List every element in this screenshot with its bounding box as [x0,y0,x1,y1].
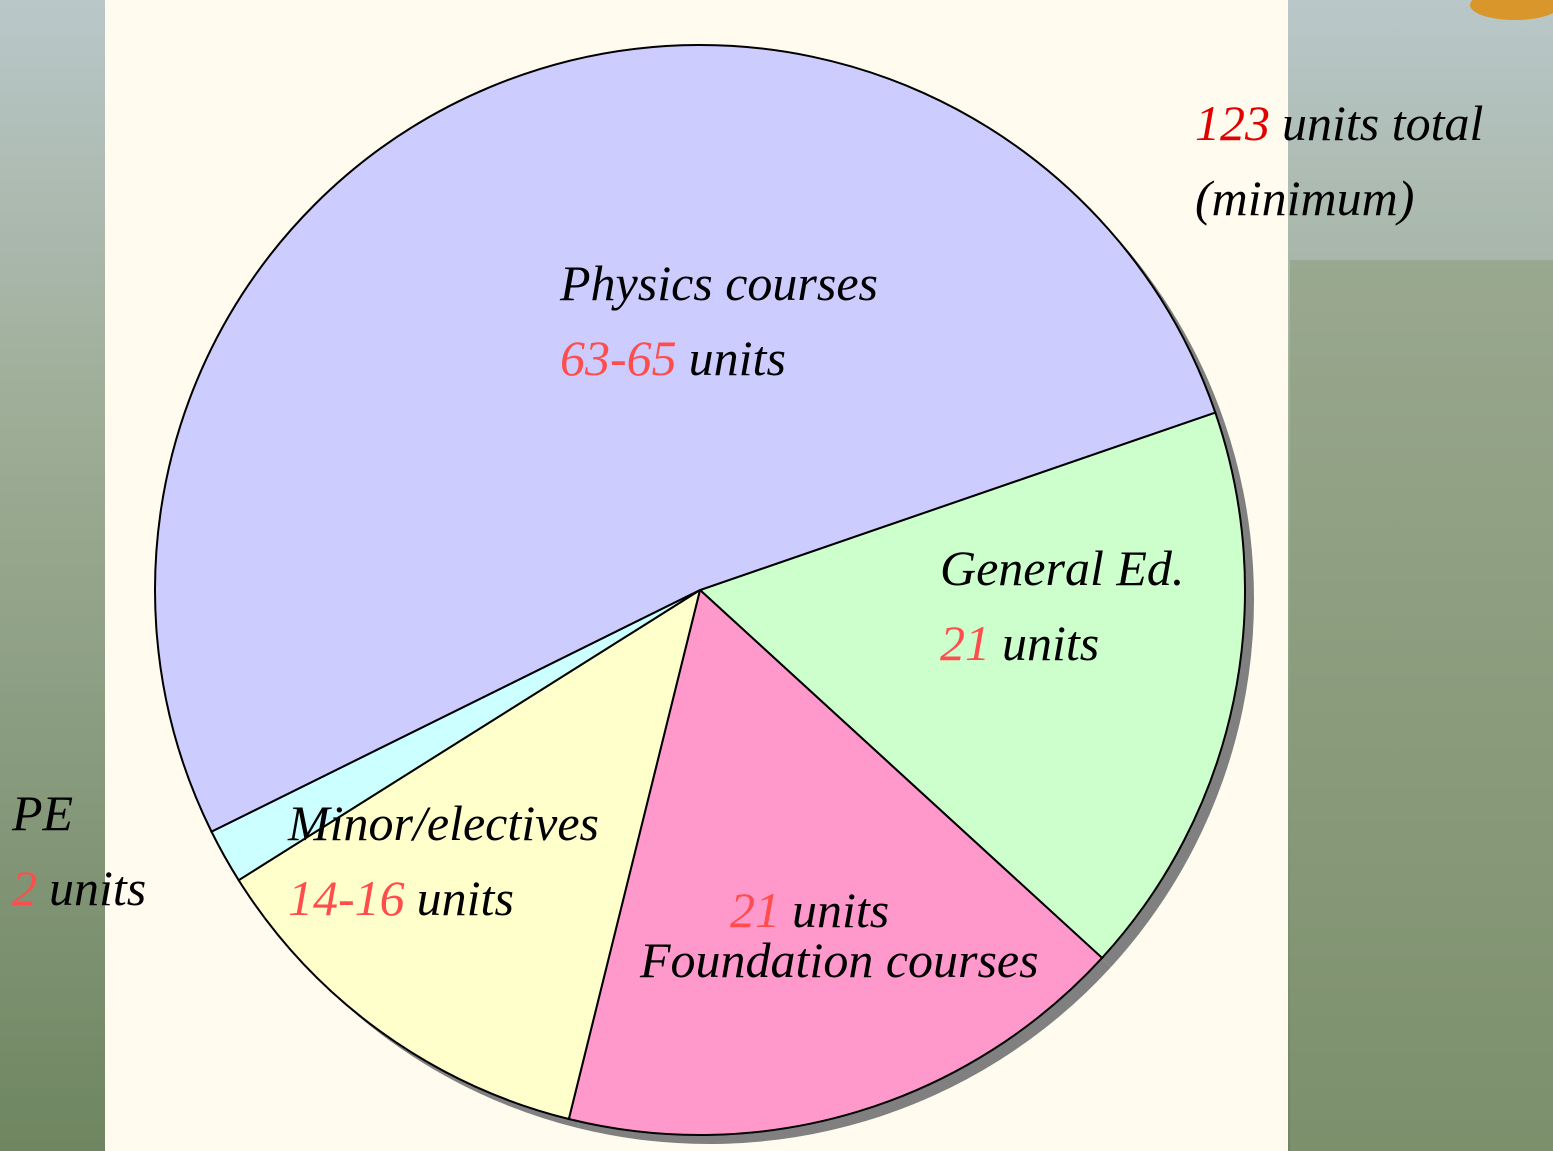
slice-value-label: 63-65 [560,330,677,386]
total-value: 123 [1195,95,1270,151]
total-note: (minimum) [1195,170,1414,226]
unit-label: units [417,870,514,926]
slice-label: Minor/electives [287,795,599,851]
slice-label: General Ed. [940,540,1184,596]
slice-value-label: 21 [940,615,990,671]
slice-label: Physics courses [559,255,878,311]
unit-label: units [792,882,889,938]
total-text: units total [1282,95,1483,151]
unit-label: units [689,330,786,386]
unit-label: units [1002,615,1099,671]
slice-label: Foundation courses [639,932,1039,988]
background-photo-detail [1290,260,1553,1151]
slice-value-label: 14-16 [288,870,405,926]
slice-value-label: 2 [12,860,37,916]
slide: General Ed.21unitsFoundation courses21un… [0,0,1553,1151]
slice-value-label: 21 [730,882,780,938]
slice-label: PE [11,785,73,841]
unit-label: units [49,860,146,916]
